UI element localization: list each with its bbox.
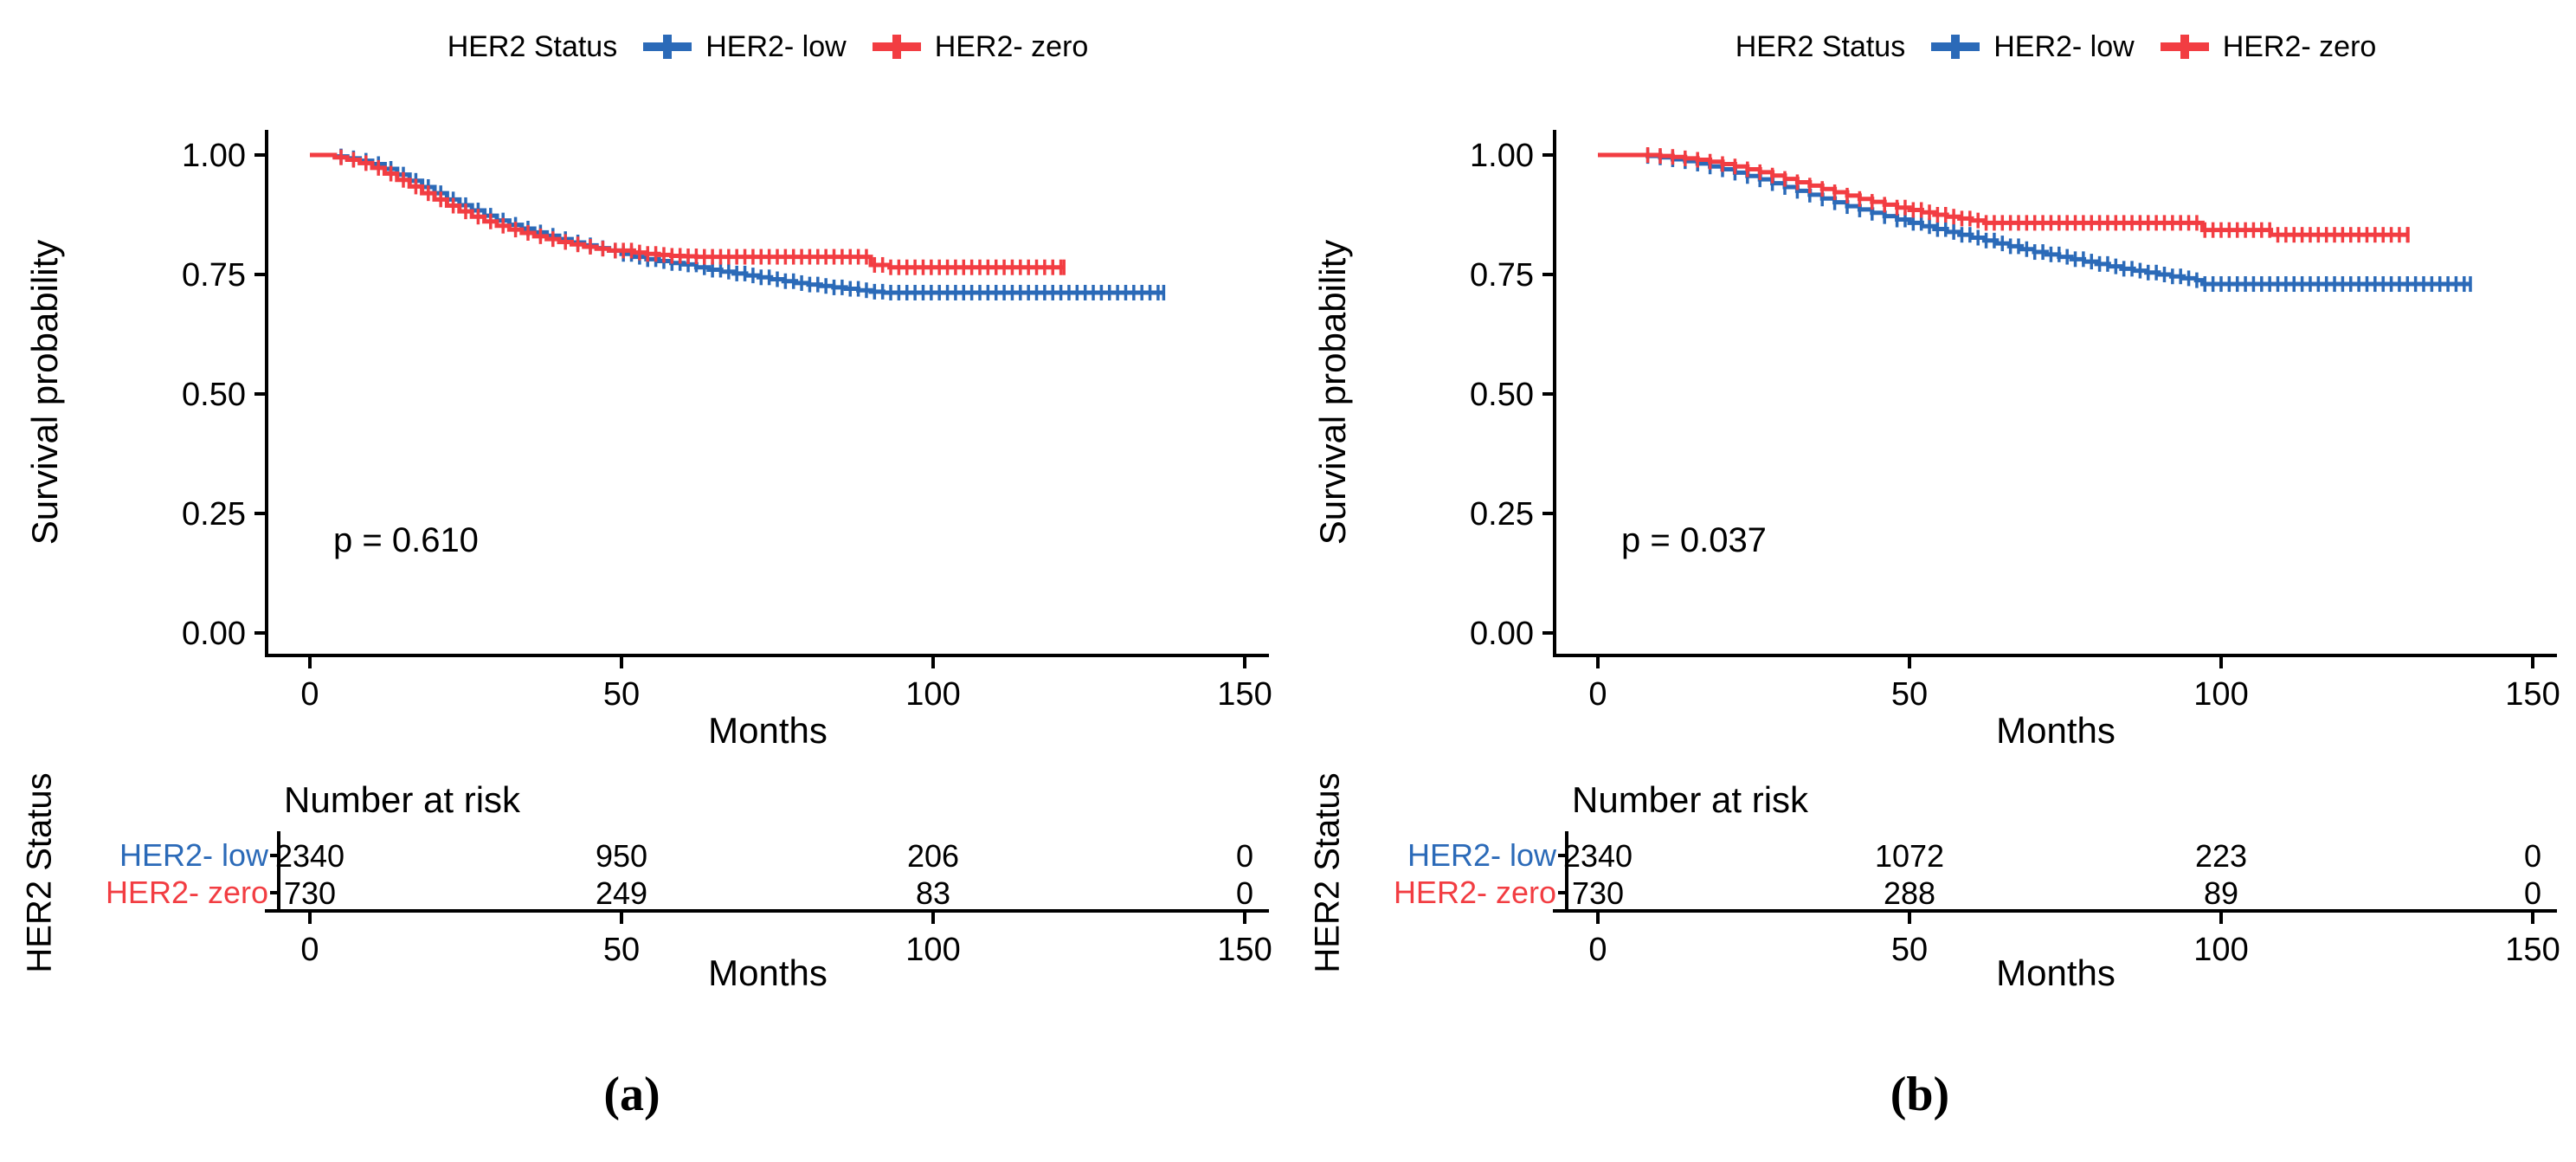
svg-text:150: 150 [2505, 932, 2560, 968]
risk-count: 0 [1236, 838, 1253, 874]
censor-ticks-her2-zero [1645, 147, 2410, 243]
x-axis-title: Months [708, 710, 828, 751]
svg-text:50: 50 [1891, 676, 1928, 713]
svg-text:50: 50 [603, 676, 640, 713]
risk-count: 288 [1884, 875, 1935, 911]
svg-text:100: 100 [2193, 932, 2248, 968]
svg-text:0: 0 [1588, 676, 1607, 713]
svg-text:150: 150 [2505, 676, 2560, 713]
risk-count: 730 [1572, 875, 1624, 911]
svg-text:100: 100 [905, 676, 960, 713]
risk-count: 249 [596, 875, 647, 911]
legend: HER2 Status HER2- low HER2- zero [1555, 23, 2557, 71]
svg-text:0.25: 0.25 [1470, 496, 1534, 533]
risk-count: 2340 [275, 838, 345, 874]
legend-item-her2-low: HER2- low [1931, 29, 2135, 64]
y-axis-title: Survival probability [24, 239, 65, 545]
svg-text:0.50: 0.50 [1470, 377, 1534, 413]
svg-text:50: 50 [603, 932, 640, 968]
legend-title: HER2 Status [1735, 29, 1906, 63]
censor-ticks-her2-low [339, 148, 1166, 300]
her2-zero-legend-marker-icon [2160, 35, 2209, 59]
svg-text:1.00: 1.00 [182, 138, 246, 174]
panel-caption-b: (b) [1890, 1068, 1950, 1121]
legend-item-her2-zero: HER2- zero [2160, 29, 2377, 64]
km-plot-svg: 0.00 0.25 0.50 0.75 1.00 0 50 100 150 0 50 100 150 23… [182, 130, 1272, 968]
risk-row-label-her2-low: HER2- low [119, 837, 268, 873]
p-value-annotation: p = 0.037 [1621, 521, 1767, 559]
legend: HER2 Status HER2- low HER2- zero [267, 23, 1269, 71]
risk-count: 206 [907, 838, 959, 874]
her2-low-legend-marker-icon [1931, 35, 1980, 59]
svg-text:0.50: 0.50 [182, 377, 246, 413]
risk-count: 223 [2195, 838, 2247, 874]
risk-count: 0 [1236, 875, 1253, 911]
p-value-annotation: p = 0.610 [333, 521, 479, 559]
risk-row-label-her2-zero: HER2- zero [1393, 875, 1556, 910]
risk-table-x-axis-title: Months [1996, 952, 2116, 993]
svg-text:0: 0 [1588, 932, 1607, 968]
risk-row-label-her2-low: HER2- low [1407, 837, 1556, 873]
risk-table-x-axis-title: Months [708, 952, 828, 993]
svg-text:0.75: 0.75 [182, 257, 246, 294]
legend-label-her2-zero: HER2- zero [2222, 29, 2377, 63]
risk-table-title: Number at risk [284, 779, 521, 820]
risk-count: 2340 [1563, 838, 1633, 874]
svg-text:0: 0 [300, 676, 319, 713]
legend-label-her2-zero: HER2- zero [934, 29, 1089, 63]
legend-item-her2-zero: HER2- zero [872, 29, 1089, 64]
risk-count: 0 [2524, 875, 2541, 911]
her2-low-legend-marker-icon [643, 35, 692, 59]
x-axis-title: Months [1996, 710, 2116, 751]
svg-text:0: 0 [300, 932, 319, 968]
svg-text:150: 150 [1217, 932, 1272, 968]
risk-count: 1072 [1875, 838, 1944, 874]
svg-text:150: 150 [1217, 676, 1272, 713]
legend-label-her2-low: HER2- low [1993, 29, 2135, 63]
svg-text:0.75: 0.75 [1470, 257, 1534, 294]
risk-table-title: Number at risk [1572, 779, 1809, 820]
svg-text:100: 100 [905, 932, 960, 968]
svg-text:0.00: 0.00 [182, 616, 246, 652]
panel-caption-a: (a) [603, 1068, 660, 1121]
svg-text:0.25: 0.25 [182, 496, 246, 533]
censor-ticks-her2-zero [339, 149, 1066, 275]
svg-text:0.00: 0.00 [1470, 616, 1534, 652]
panel-a: HER2 Status HER2- low HER2- zero 0.00 0.2… [21, 23, 1272, 1122]
her2-zero-legend-marker-icon [872, 35, 921, 59]
risk-count: 730 [284, 875, 336, 911]
legend-label-her2-low: HER2- low [705, 29, 847, 63]
km-plot-svg: 0.00 0.25 0.50 0.75 1.00 0 50 100 150 0 50 100 150 23… [1470, 130, 2560, 968]
risk-count: 950 [596, 838, 647, 874]
risk-count: 0 [2524, 838, 2541, 874]
y-axis-title: Survival probability [1312, 239, 1353, 545]
risk-row-label-her2-zero: HER2- zero [105, 875, 268, 910]
panel-b: HER2 Status HER2- low HER2- zero 0.00 0.2… [1288, 0, 2576, 1162]
risk-count: 89 [2204, 875, 2238, 911]
svg-text:100: 100 [2193, 676, 2248, 713]
svg-text:50: 50 [1891, 932, 1928, 968]
legend-title: HER2 Status [447, 29, 618, 63]
risk-count: 83 [916, 875, 950, 911]
legend-item-her2-low: HER2- low [643, 29, 847, 64]
svg-text:1.00: 1.00 [1470, 138, 1534, 174]
